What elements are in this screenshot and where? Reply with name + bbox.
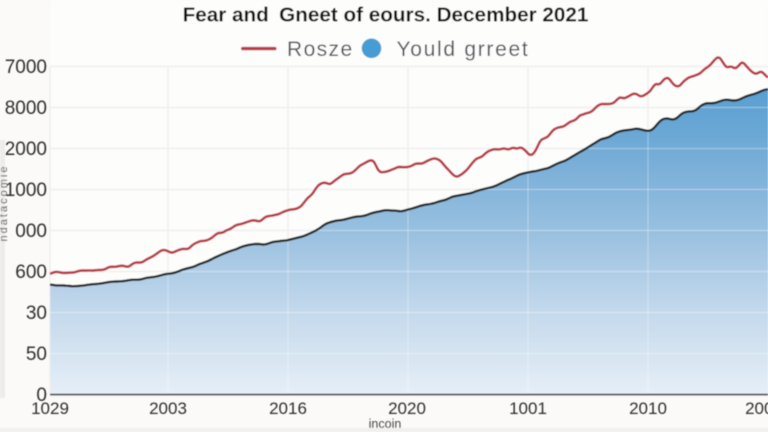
svg-text:2010: 2010 [629,399,667,418]
svg-text:8000: 8000 [5,98,47,119]
svg-text:600: 600 [15,262,47,283]
svg-text:2000: 2000 [745,399,768,418]
svg-text:50: 50 [26,344,47,365]
svg-text:1029: 1029 [31,399,69,418]
svg-text:1001: 1001 [509,399,547,418]
svg-text:2003: 2003 [149,399,187,418]
svg-text:30: 30 [26,303,47,324]
svg-text:0: 0 [36,385,47,406]
svg-text:1000: 1000 [5,180,47,201]
svg-text:2000: 2000 [5,139,47,160]
svg-text:incoin: incoin [369,417,402,431]
svg-text:ndatacomie: ndatacomie [0,165,10,242]
svg-text:Rosze: Rosze [287,38,354,61]
svg-text:2020: 2020 [388,399,426,418]
svg-text:Fear and Gneet of eours. Decem: Fear and Gneet of eours. December 2021 [183,4,589,27]
svg-text:7000: 7000 [5,57,47,78]
svg-text:2016: 2016 [269,399,307,418]
svg-text:Yould grreet: Yould grreet [397,38,530,61]
svg-text:000: 000 [15,221,47,242]
